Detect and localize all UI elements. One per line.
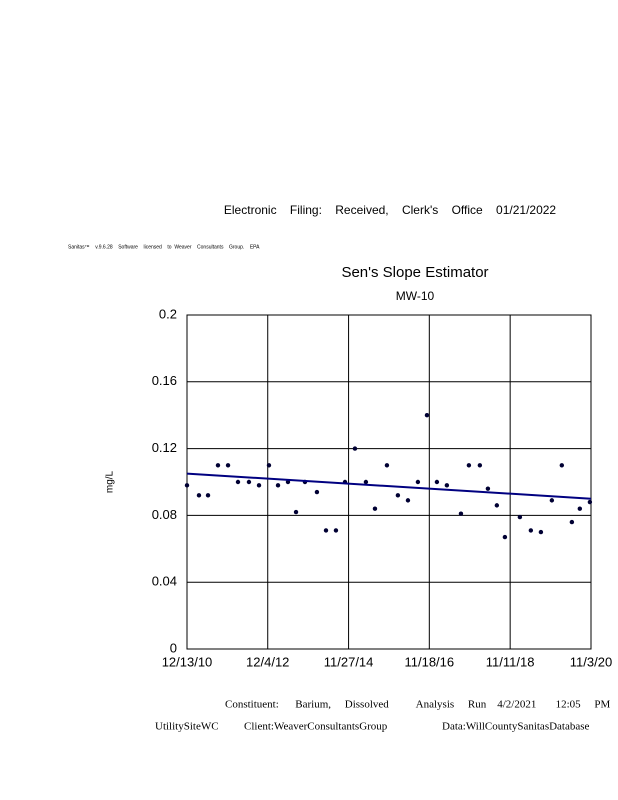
data-point	[184, 483, 190, 488]
chart-title: Sen's Slope Estimator	[341, 264, 488, 281]
data-point	[352, 446, 358, 451]
data-point	[225, 463, 231, 468]
x-tick-label: 11/11/18	[486, 654, 535, 669]
data-point	[559, 463, 565, 468]
data-point	[494, 503, 500, 508]
data-point	[587, 499, 593, 505]
filing-header: Electronic Filing: Received, Clerk's Off…	[224, 203, 557, 217]
data-point	[538, 529, 544, 535]
data-point	[477, 463, 483, 468]
trend-line	[186, 472, 592, 500]
data-point	[434, 479, 440, 485]
data-point	[235, 479, 241, 485]
data-point	[424, 413, 430, 418]
data-point	[363, 479, 369, 485]
x-tick-label: 11/27/14	[324, 654, 374, 669]
data-point	[458, 511, 464, 516]
x-tick-label: 11/3/20	[570, 654, 612, 669]
y-axis-label: mg/L	[105, 470, 116, 493]
data-point	[196, 493, 202, 498]
y-tick-label: 0.2	[159, 306, 177, 321]
license-line: Sanitas™ v.9.6.28 Software licensed to W…	[68, 244, 260, 250]
x-tick-label: 12/4/12	[246, 654, 289, 669]
data-point	[415, 479, 421, 485]
data-point	[528, 528, 534, 533]
data-point	[466, 463, 472, 468]
y-tick-label: 0.12	[152, 440, 177, 455]
data-point	[205, 493, 211, 498]
data-point	[569, 519, 575, 525]
data-point	[256, 483, 262, 488]
data-point	[333, 528, 339, 533]
data-point	[266, 463, 272, 468]
y-tick-label: 0.08	[152, 507, 177, 522]
data-point	[314, 489, 320, 495]
data-point	[444, 483, 450, 488]
data-point	[395, 493, 401, 498]
data-point	[502, 534, 508, 540]
chart-subtitle: MW-10	[396, 289, 435, 303]
data-point	[293, 509, 299, 515]
client-footer: Client:WeaverConsultantsGroup	[244, 721, 388, 733]
x-tick-label: 12/13/10	[162, 654, 213, 669]
data-footer: Data:WillCountySanitasDatabase	[442, 721, 590, 733]
site-footer: UtilitySiteWC	[155, 721, 219, 733]
data-point	[384, 463, 390, 468]
analysis-footer: Constituent: Barium, Dissolved Analysis …	[225, 699, 611, 711]
data-point	[517, 514, 523, 520]
data-point	[405, 498, 411, 503]
data-point	[577, 506, 583, 511]
data-point	[485, 486, 491, 491]
x-tick-label: 11/18/16	[404, 654, 454, 669]
data-point	[246, 479, 252, 485]
y-tick-label: 0.16	[152, 373, 177, 388]
y-tick-label: 0	[170, 640, 177, 655]
y-tick-label: 0.04	[152, 574, 177, 589]
data-point	[323, 528, 329, 533]
data-point	[275, 483, 281, 488]
data-point	[372, 506, 378, 511]
data-point	[215, 463, 221, 468]
data-point	[549, 498, 555, 503]
